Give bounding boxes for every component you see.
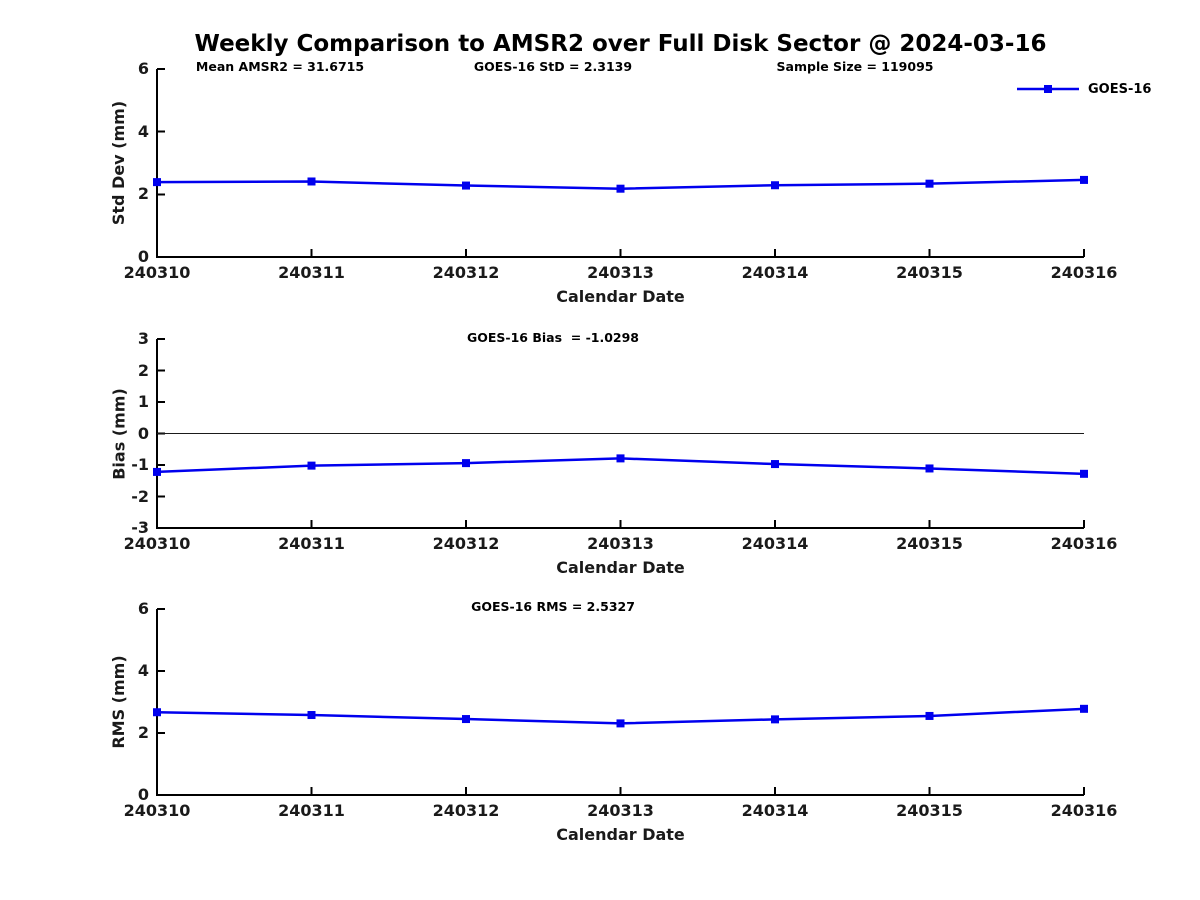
axis <box>156 69 1084 258</box>
y-tick-label: 1 <box>137 392 149 411</box>
x-tick-label: 240312 <box>432 263 500 282</box>
x-tick-label: 240314 <box>741 534 809 553</box>
y-axis-title: Std Dev (mm) <box>109 100 128 226</box>
x-axis-title: Calendar Date <box>556 287 685 306</box>
x-tick-label: 240313 <box>587 263 654 282</box>
x-tick-label: 240316 <box>1050 534 1118 553</box>
x-tick-label: 240316 <box>1050 263 1118 282</box>
x-tick-label: 240312 <box>432 534 500 553</box>
data-point-marker <box>1080 175 1088 184</box>
x-tick-label: 240313 <box>587 801 654 820</box>
y-tick-label: 0 <box>137 423 149 443</box>
y-axis-title: RMS (mm) <box>109 655 128 749</box>
data-point-marker <box>771 460 779 469</box>
y-tick-label: 2 <box>137 360 149 380</box>
data-point-marker <box>1080 469 1088 478</box>
legend: GOES-16 <box>1015 80 1151 98</box>
data-point-marker <box>616 719 625 728</box>
x-tick-label: 240311 <box>278 263 345 282</box>
data-point-marker <box>307 711 316 720</box>
x-tick-label: 240314 <box>741 801 809 820</box>
data-point-marker <box>925 464 934 473</box>
y-tick-label: 4 <box>137 121 149 141</box>
annotation: Mean AMSR2 = 31.6715 <box>195 59 365 74</box>
y-tick-label: 0 <box>137 785 149 804</box>
axis <box>156 609 1084 796</box>
y-tick-label: 2 <box>137 723 149 742</box>
legend-marker <box>1044 85 1052 93</box>
x-tick-label: 240311 <box>278 534 345 553</box>
legend-line <box>1017 85 1079 93</box>
y-tick-label: 3 <box>137 329 149 348</box>
data-point-marker <box>616 454 625 463</box>
y-tick-label: -3 <box>131 518 149 537</box>
x-axis-title: Calendar Date <box>556 558 685 577</box>
x-tick-label: 240310 <box>123 263 191 282</box>
data-point-marker <box>771 715 779 724</box>
y-axis-title: Bias (mm) <box>109 387 128 480</box>
x-tick-label: 240312 <box>432 801 500 820</box>
y-tick-label: -2 <box>131 486 149 506</box>
x-tick-label: 240311 <box>278 801 345 820</box>
annotation: GOES-16 StD = 2.3139 <box>473 59 633 74</box>
data-point-marker <box>153 467 161 476</box>
data-point-marker <box>307 177 316 186</box>
data-point-marker <box>925 179 934 188</box>
data-point-marker <box>771 181 779 190</box>
data-point-marker <box>462 715 470 724</box>
annotation: GOES-16 Bias = -1.0298 <box>466 330 639 345</box>
data-point-marker <box>462 181 470 190</box>
x-tick-label: 240315 <box>896 801 963 820</box>
annotation: Sample Size = 119095 <box>776 59 934 74</box>
x-axis-title: Calendar Date <box>556 825 685 844</box>
y-tick-label: -1 <box>131 455 149 474</box>
y-tick-label: 6 <box>137 599 149 618</box>
figure-title: Weekly Comparison to AMSR2 over Full Dis… <box>194 31 1047 57</box>
data-point-marker <box>153 708 161 717</box>
data-point-marker <box>616 184 625 193</box>
legend-label: GOES-16 <box>1088 81 1152 97</box>
x-tick-label: 240310 <box>123 801 191 820</box>
x-tick-label: 240310 <box>123 534 191 553</box>
y-tick-label: 6 <box>137 59 149 78</box>
data-point-marker <box>462 459 470 468</box>
x-tick-label: 240316 <box>1050 801 1118 820</box>
data-point-marker <box>307 461 316 470</box>
data-point-marker <box>1080 704 1088 713</box>
y-tick-label: 4 <box>137 661 149 680</box>
x-tick-label: 240314 <box>741 263 809 282</box>
y-tick-label: 0 <box>137 247 149 266</box>
x-tick-label: 240315 <box>896 263 963 282</box>
annotation: GOES-16 RMS = 2.5327 <box>471 599 635 614</box>
x-tick-label: 240313 <box>587 534 654 553</box>
x-tick-label: 240315 <box>896 534 963 553</box>
data-point-marker <box>925 711 934 720</box>
y-tick-label: 2 <box>137 184 149 204</box>
data-point-marker <box>153 178 161 187</box>
